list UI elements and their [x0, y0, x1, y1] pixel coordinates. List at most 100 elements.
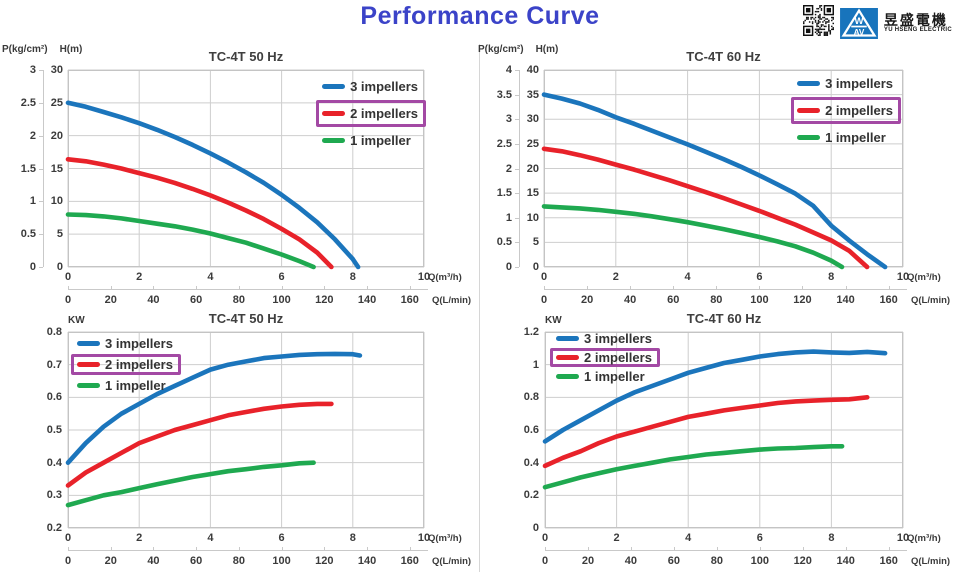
- y-tick-label: 1: [505, 211, 512, 224]
- plot-area: [542, 331, 904, 529]
- lmin-tick-label: 100: [272, 294, 291, 306]
- p-axis-tick: [39, 168, 43, 170]
- chart-title: TC-4T 60 Hz: [686, 49, 761, 64]
- legend-label: 1 impeller: [825, 130, 886, 145]
- x-axis-unit: Q(m³/h): [428, 272, 462, 283]
- y-tick-label: 20: [526, 162, 539, 175]
- curve-2-impellers: [542, 395, 870, 469]
- y-tick-label: 20: [50, 129, 63, 142]
- p-axis-tick: [515, 242, 519, 244]
- p-axis-line: [43, 70, 44, 267]
- lmin-tick-label: 100: [750, 294, 769, 306]
- legend-swatch: [556, 336, 579, 341]
- lmin-axis-tick: [238, 286, 240, 290]
- lmin-tick-label: 80: [232, 555, 245, 567]
- lmin-tick-label: 20: [104, 555, 117, 567]
- lmin-axis-line: [544, 289, 907, 290]
- lmin-tick-label: 160: [400, 294, 419, 306]
- lmin-axis-tick: [673, 286, 675, 290]
- lmin-axis-tick: [196, 286, 198, 290]
- lmin-tick-label: 60: [190, 555, 203, 567]
- y-tick-label: 3: [505, 113, 512, 126]
- x-tick-label: 6: [278, 532, 285, 544]
- lmin-tick-label: 80: [710, 555, 723, 567]
- legend-label: 2 impellers: [350, 106, 418, 121]
- chart-title: TC-4T 50 Hz: [208, 311, 284, 326]
- lmin-tick-label: 100: [750, 555, 769, 567]
- legend-label: 3 impellers: [584, 331, 652, 346]
- curve-3-impellers: [65, 100, 361, 270]
- x-axis-unit: Q(m³/h): [907, 272, 941, 283]
- legend-label: 2 impellers: [105, 357, 173, 372]
- lmin-tick-label: 60: [667, 555, 680, 567]
- p-axis-tick: [515, 94, 519, 96]
- y-tick-label: 0: [532, 261, 539, 273]
- lmin-axis-tick: [367, 286, 369, 290]
- curve-3-impellers: [542, 349, 888, 444]
- qr-code: [802, 5, 834, 41]
- chart-power-50hz: TC-4T 50 Hz KW 0.2 0.3 0.4 0.5 0.6 0.7 0.8 0 2 4 6 8 1…: [47, 311, 471, 567]
- lmin-tick-label: 20: [104, 294, 117, 306]
- y-tick-label: 0: [56, 261, 63, 273]
- qr-code-graphic: [802, 5, 834, 36]
- legend-label: 2 impellers: [825, 103, 893, 118]
- p-axis-tick: [515, 70, 519, 71]
- lmin-tick-label: 0: [540, 294, 548, 306]
- y-axis-label-1: H(m): [59, 44, 83, 55]
- y-tick-label: 30: [50, 64, 63, 76]
- lmin-tick-label: 0: [541, 555, 549, 567]
- legend-item-1-impeller: 1 impeller: [550, 367, 660, 386]
- chart-power-60hz: TC-4T 60 Hz KW 0 0.2 0.4 0.6 0.8 1 1.2 0 2 4 6 8 10 Q(m…: [524, 311, 950, 567]
- y-tick-label: 0.2: [46, 522, 62, 534]
- x-tick-label: 8: [828, 532, 835, 544]
- lmin-tick-label: 60: [190, 294, 203, 306]
- y-tick-label: 0.4: [46, 456, 62, 469]
- x-axis-unit: Q(m³/h): [907, 533, 941, 544]
- y-tick-label: 5: [56, 228, 63, 241]
- curve-2-impellers: [541, 146, 870, 270]
- lmin-axis-tick: [68, 286, 69, 290]
- y-axis-headers: P(kg/cm²) H(m): [478, 44, 558, 55]
- x-tick-label: 10: [896, 271, 910, 283]
- y-tick-label: 0.3: [46, 489, 62, 502]
- x-tick-label: 6: [756, 271, 763, 283]
- lmin-tick-label: 140: [357, 294, 377, 306]
- y-axis-label-0: P(kg/cm²): [2, 44, 48, 55]
- lmin-axis-tick: [587, 547, 589, 551]
- lmin-tick-label: 100: [272, 555, 291, 567]
- lmin-axis-tick: [673, 547, 675, 551]
- y-tick-label: 25: [526, 137, 539, 150]
- x-tick-label: 6: [756, 532, 763, 544]
- lmin-tick-label: 0: [64, 294, 72, 306]
- lmin-axis-unit: Q(L/min): [432, 556, 472, 567]
- lmin-tick-label: 40: [624, 294, 637, 306]
- legend-swatch: [797, 135, 821, 140]
- p-axis-tick: [515, 143, 519, 145]
- lmin-axis-tick: [324, 286, 326, 290]
- y-tick-label: 10: [50, 195, 63, 208]
- legend-item-2-impellers: 2 impellers: [791, 97, 901, 124]
- y-tick-label: 1: [29, 195, 36, 208]
- lmin-tick-label: 140: [836, 294, 855, 306]
- lmin-tick-label: 160: [879, 555, 898, 567]
- company-logo: W AV 昱盛電機 YU HSENG ELECTRIC: [802, 5, 952, 41]
- p-axis-tick: [39, 135, 43, 137]
- legend: 3 impellers 2 impellers 1 impeller: [791, 70, 901, 151]
- legend-label: 3 impellers: [825, 76, 893, 91]
- lmin-tick-label: 40: [147, 294, 160, 306]
- lmin-tick-label: 80: [232, 294, 245, 306]
- company-name-en: YU HSENG ELECTRIC: [883, 27, 952, 34]
- lmin-axis-tick: [716, 547, 718, 551]
- chart-title: TC-4T 50 Hz: [208, 49, 284, 64]
- legend-item-1-impeller: 1 impeller: [316, 127, 426, 154]
- lmin-axis-tick: [238, 547, 240, 551]
- p-axis-tick: [39, 267, 43, 268]
- y-tick-label: 0.8: [46, 326, 62, 338]
- y-tick-label: 0.5: [20, 228, 36, 241]
- y-tick-label: 2.5: [20, 96, 36, 109]
- lmin-tick-label: 20: [580, 294, 594, 306]
- x-tick-label: 2: [613, 532, 620, 544]
- p-axis-tick: [515, 168, 519, 170]
- lmin-axis-tick: [367, 547, 369, 551]
- lmin-axis-tick: [888, 286, 890, 290]
